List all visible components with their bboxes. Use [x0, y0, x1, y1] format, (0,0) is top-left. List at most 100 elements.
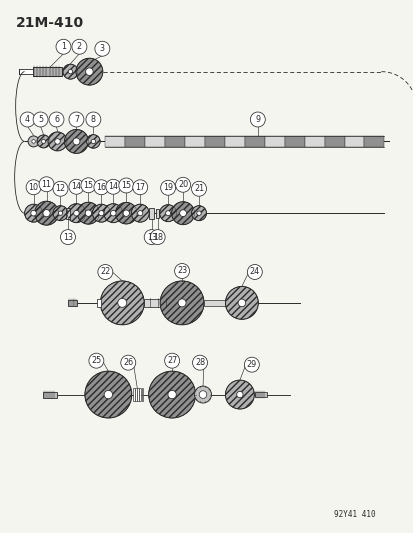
- FancyBboxPatch shape: [145, 136, 165, 147]
- Circle shape: [39, 177, 54, 192]
- Text: 19: 19: [163, 183, 173, 192]
- Circle shape: [31, 211, 36, 216]
- Circle shape: [179, 210, 186, 216]
- Text: 17: 17: [135, 183, 145, 192]
- FancyBboxPatch shape: [105, 136, 125, 147]
- FancyBboxPatch shape: [135, 388, 136, 401]
- Circle shape: [77, 202, 99, 224]
- Text: 22: 22: [100, 268, 110, 277]
- Circle shape: [174, 263, 189, 278]
- Circle shape: [225, 286, 258, 319]
- FancyBboxPatch shape: [66, 208, 70, 219]
- Circle shape: [28, 136, 39, 147]
- FancyBboxPatch shape: [324, 136, 344, 147]
- Text: 14: 14: [108, 182, 118, 191]
- FancyBboxPatch shape: [133, 388, 134, 401]
- Circle shape: [192, 355, 207, 370]
- Circle shape: [168, 390, 176, 399]
- FancyBboxPatch shape: [204, 300, 231, 306]
- Circle shape: [74, 211, 79, 216]
- Text: 7: 7: [74, 115, 79, 124]
- FancyBboxPatch shape: [43, 392, 56, 398]
- FancyBboxPatch shape: [244, 136, 264, 147]
- Circle shape: [64, 130, 88, 154]
- FancyBboxPatch shape: [185, 136, 204, 147]
- FancyBboxPatch shape: [165, 136, 185, 147]
- Circle shape: [194, 386, 211, 403]
- FancyBboxPatch shape: [284, 136, 304, 147]
- Circle shape: [160, 281, 204, 325]
- Circle shape: [165, 211, 170, 216]
- Circle shape: [159, 205, 176, 222]
- Circle shape: [171, 201, 194, 224]
- Circle shape: [247, 264, 262, 279]
- FancyBboxPatch shape: [139, 388, 141, 401]
- Text: 24: 24: [249, 268, 259, 277]
- Circle shape: [63, 64, 78, 79]
- Text: 5: 5: [38, 115, 43, 124]
- Text: 15: 15: [121, 181, 131, 190]
- Circle shape: [43, 209, 50, 217]
- FancyBboxPatch shape: [149, 208, 154, 219]
- Circle shape: [131, 204, 149, 222]
- Text: 10: 10: [28, 183, 38, 192]
- Text: 3: 3: [100, 44, 104, 53]
- Circle shape: [53, 206, 68, 221]
- Circle shape: [178, 299, 185, 307]
- Circle shape: [76, 58, 102, 85]
- Text: 11: 11: [41, 180, 51, 189]
- Text: 23: 23: [177, 266, 187, 276]
- FancyBboxPatch shape: [137, 388, 139, 401]
- Circle shape: [20, 112, 35, 127]
- Circle shape: [69, 112, 84, 127]
- FancyBboxPatch shape: [68, 300, 77, 305]
- Circle shape: [55, 139, 60, 144]
- Circle shape: [137, 211, 142, 216]
- Circle shape: [236, 391, 242, 398]
- Circle shape: [56, 39, 71, 54]
- FancyBboxPatch shape: [156, 209, 159, 217]
- Text: 16: 16: [96, 183, 106, 192]
- Circle shape: [191, 206, 206, 221]
- Circle shape: [68, 69, 72, 74]
- Circle shape: [24, 204, 43, 222]
- Circle shape: [72, 39, 87, 54]
- Circle shape: [58, 211, 62, 215]
- Circle shape: [110, 211, 116, 216]
- Text: 2: 2: [77, 42, 82, 51]
- Text: 25: 25: [91, 356, 101, 365]
- FancyBboxPatch shape: [264, 136, 284, 147]
- Circle shape: [121, 355, 135, 370]
- Circle shape: [150, 230, 165, 245]
- Circle shape: [81, 178, 96, 193]
- Circle shape: [49, 112, 64, 127]
- FancyBboxPatch shape: [254, 392, 266, 397]
- Text: 12: 12: [55, 184, 65, 193]
- Circle shape: [37, 135, 50, 148]
- Circle shape: [97, 264, 113, 279]
- Circle shape: [119, 178, 133, 193]
- Circle shape: [85, 68, 93, 76]
- Text: 26: 26: [123, 358, 133, 367]
- Text: 14: 14: [71, 182, 81, 191]
- FancyBboxPatch shape: [224, 136, 244, 147]
- Circle shape: [100, 281, 144, 325]
- FancyBboxPatch shape: [141, 388, 143, 401]
- Circle shape: [95, 41, 109, 56]
- FancyBboxPatch shape: [363, 136, 384, 147]
- Circle shape: [104, 390, 112, 399]
- Text: 28: 28: [195, 358, 204, 367]
- Circle shape: [148, 371, 195, 418]
- Circle shape: [175, 177, 190, 192]
- Circle shape: [35, 201, 58, 225]
- Text: 21M-410: 21M-410: [16, 16, 83, 30]
- Circle shape: [33, 112, 48, 127]
- Circle shape: [106, 179, 121, 194]
- Circle shape: [32, 140, 35, 143]
- Text: 1: 1: [61, 42, 66, 51]
- Circle shape: [104, 204, 123, 223]
- Text: 4: 4: [25, 115, 30, 124]
- Circle shape: [86, 135, 100, 148]
- Circle shape: [237, 299, 245, 306]
- FancyBboxPatch shape: [144, 299, 168, 306]
